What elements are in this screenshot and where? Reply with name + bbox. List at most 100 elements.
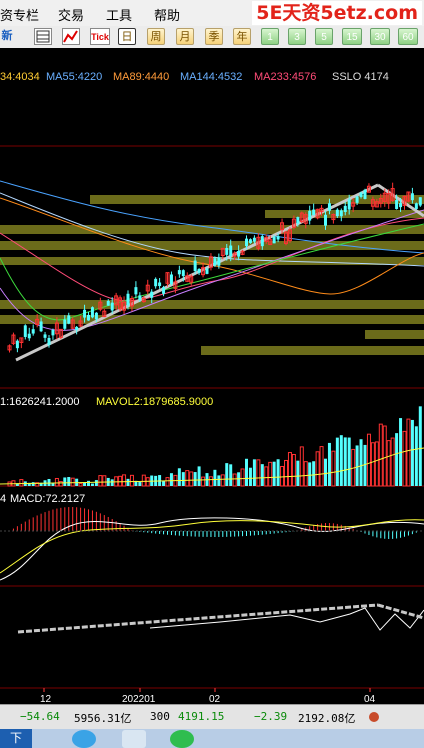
- candle: [291, 218, 296, 228]
- line-chart-icon: [63, 30, 78, 43]
- ma-legend-1: 34:4034: [0, 71, 40, 83]
- candle: [390, 188, 395, 201]
- volume-bar: [208, 476, 213, 487]
- volume-bar: [201, 476, 206, 487]
- period-year-button[interactable]: 年: [233, 28, 251, 45]
- candle: [78, 320, 83, 327]
- volume-bar: [248, 467, 252, 486]
- macd-lines: [0, 517, 424, 581]
- minute-30-button[interactable]: 30: [370, 28, 390, 45]
- volume-bar: [319, 446, 324, 487]
- browser-icon[interactable]: [72, 730, 96, 748]
- quote-table-button[interactable]: [34, 28, 52, 45]
- volume-bar: [390, 437, 395, 487]
- candle: [114, 295, 119, 306]
- menu-tools[interactable]: 工具: [106, 8, 133, 23]
- candle: [414, 203, 418, 209]
- menu-column-items[interactable]: 资专栏: [0, 8, 40, 23]
- volume-bar: [343, 437, 347, 486]
- candle: [129, 297, 134, 307]
- candle: [67, 315, 71, 324]
- candle: [7, 345, 12, 351]
- start-button[interactable]: 下: [0, 729, 32, 748]
- candle: [284, 231, 288, 244]
- candle: [19, 337, 24, 343]
- candle: [43, 334, 47, 338]
- period-quarter-button[interactable]: 季: [205, 28, 223, 45]
- candle: [312, 209, 316, 216]
- volume-bar: [162, 480, 166, 486]
- period-week-button[interactable]: 周: [147, 28, 165, 45]
- window-icon[interactable]: [122, 730, 146, 748]
- csi300-label: 300: [150, 710, 170, 723]
- volume-bar: [252, 459, 256, 486]
- ma-legend-4: MA144:4532: [180, 71, 242, 83]
- candle: [299, 212, 304, 223]
- minute-5-button[interactable]: 5: [315, 28, 333, 45]
- refresh-button[interactable]: 新: [1, 30, 13, 42]
- candle: [343, 205, 347, 212]
- tick-button[interactable]: Tick: [90, 28, 110, 45]
- menu-help[interactable]: 帮助: [154, 8, 181, 23]
- volume-bar: [237, 472, 241, 486]
- volume-bar: [39, 482, 43, 486]
- toolbar: 新 Tick 日 周 月 季 年 1 3 5 15 30 60: [0, 26, 424, 49]
- volume-bar: [102, 475, 107, 487]
- candle: [272, 236, 276, 244]
- volume-bar: [284, 459, 288, 487]
- candle: [339, 210, 343, 217]
- candle: [75, 326, 79, 331]
- kline-chart[interactable]: 34:4034 MA55:4220 MA89:4440 MA144:4532 M…: [0, 48, 424, 704]
- candle: [58, 328, 63, 338]
- candle: [154, 278, 158, 287]
- volume-bar: [402, 430, 407, 487]
- volume-bar: [324, 458, 327, 486]
- volume-bar: [363, 444, 367, 486]
- minute-60-button[interactable]: 60: [398, 28, 418, 45]
- volume-bar: [240, 468, 245, 487]
- candle: [237, 250, 241, 257]
- candle: [378, 197, 383, 204]
- chat-icon[interactable]: [170, 730, 194, 748]
- minute-15-button[interactable]: 15: [342, 28, 362, 45]
- csi300-turnover: 2192.08亿: [298, 712, 356, 725]
- candle: [54, 322, 59, 335]
- mavol-line: [0, 447, 424, 485]
- period-month-button[interactable]: 月: [176, 28, 194, 45]
- minute-1-button[interactable]: 1: [261, 28, 279, 45]
- candle: [386, 193, 391, 204]
- volume-bar: [177, 468, 181, 486]
- trend-chart-button[interactable]: [62, 28, 80, 45]
- volume-bar: [90, 483, 94, 486]
- candle: [205, 268, 209, 274]
- menu-trade[interactable]: 交易: [58, 8, 85, 23]
- volume-bar: [83, 482, 87, 486]
- candle: [90, 307, 94, 318]
- minute-3-button[interactable]: 3: [288, 28, 306, 45]
- candle: [406, 191, 411, 202]
- volume-bar: [260, 464, 264, 486]
- volume-bar: [98, 475, 103, 487]
- candle: [382, 192, 387, 202]
- volume-bar: [414, 426, 418, 486]
- candle: [15, 340, 19, 349]
- volume-bar: [256, 459, 261, 487]
- candle: [87, 314, 90, 321]
- candle: [296, 217, 300, 224]
- candle: [418, 197, 422, 206]
- volume-bar: [312, 461, 316, 486]
- volume-bar: [70, 477, 75, 487]
- volume-bar: [276, 459, 280, 486]
- volume-bar: [287, 452, 292, 487]
- period-day-button[interactable]: 日: [118, 28, 136, 45]
- candle: [197, 268, 201, 273]
- volume-bar: [220, 474, 225, 487]
- volume-bar: [54, 477, 59, 487]
- volume-bar: [296, 460, 300, 486]
- candle: [252, 237, 256, 242]
- candle: [324, 214, 327, 226]
- alert-icon[interactable]: [368, 711, 380, 723]
- candle: [47, 337, 51, 345]
- candle: [256, 236, 261, 249]
- candle: [173, 281, 178, 289]
